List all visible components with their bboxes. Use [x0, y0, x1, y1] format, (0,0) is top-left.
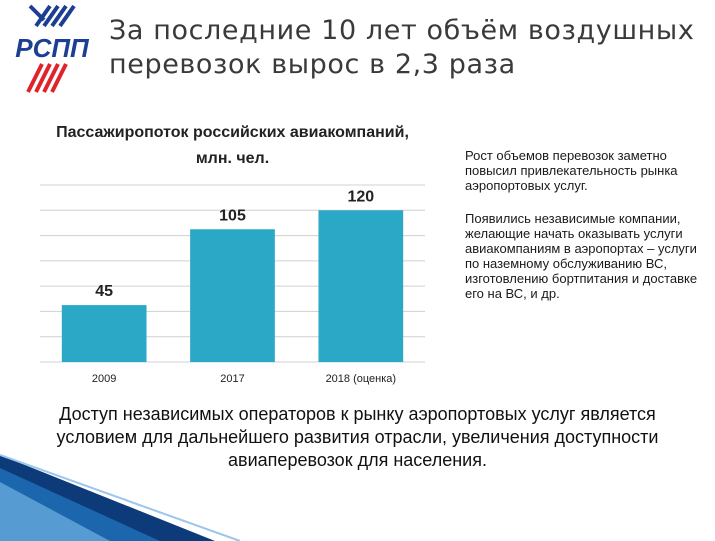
- bar: [61, 305, 147, 362]
- data-label: 45: [95, 283, 113, 300]
- x-tick-label: 2009: [92, 373, 116, 385]
- x-tick-label: 2018 (оценка): [326, 373, 397, 385]
- data-label: 120: [347, 188, 374, 205]
- bar: [318, 210, 404, 362]
- chart-title: Пассажиропоток российских авиакомпаний, …: [56, 124, 409, 167]
- logo-stripes: [26, 4, 76, 93]
- logo-text: РСПП: [15, 33, 90, 63]
- side-paragraph-2: Появились независимые компании, желающие…: [465, 211, 698, 301]
- page-title: За последние 10 лет объём воздушных пере…: [109, 15, 695, 80]
- bottom-statement: Доступ независимых операторов к рынку аэ…: [56, 404, 659, 470]
- x-tick-label: 2017: [220, 373, 244, 385]
- bar: [190, 229, 275, 362]
- side-paragraph-1: Рост объемов перевозок заметно повысил п…: [465, 148, 678, 193]
- data-label: 105: [219, 207, 246, 224]
- rspp-logo: РСПП: [15, 4, 90, 93]
- side-text-block: Рост объемов перевозок заметно повысил п…: [465, 148, 705, 319]
